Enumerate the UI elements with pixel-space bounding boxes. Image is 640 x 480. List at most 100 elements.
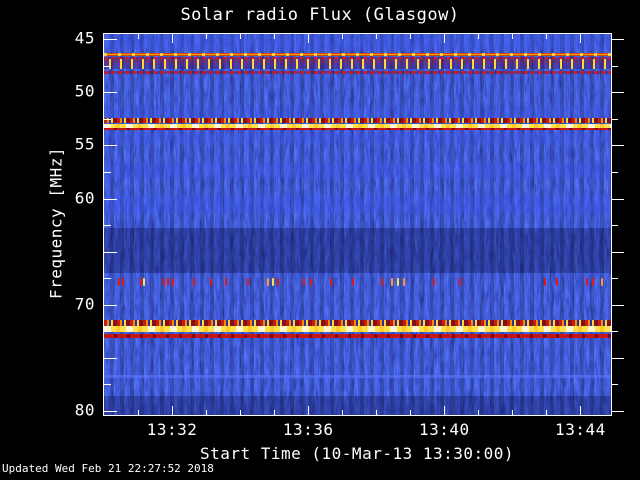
- y-major-tick: [611, 145, 624, 147]
- burst-mark: [276, 277, 279, 287]
- burst-mark: [225, 277, 228, 287]
- y-minor-tick: [611, 225, 618, 226]
- spectrogram-data-layer: [104, 34, 611, 415]
- y-minor-tick: [104, 172, 111, 173]
- burst-mark: [210, 277, 212, 287]
- spectral-band-dark-78.6mhz: [104, 395, 611, 415]
- x-minor-tick: [138, 34, 139, 39]
- burst-mark: [433, 277, 435, 287]
- x-minor-tick: [546, 34, 548, 39]
- y-major-tick: [104, 357, 117, 359]
- spectrogram-noise: [104, 34, 611, 415]
- x-minor-tick: [342, 410, 344, 415]
- burst-mark: [330, 277, 333, 287]
- spectral-band-red-dotted-47.95mhz: [104, 70, 611, 74]
- burst-mark: [586, 277, 589, 287]
- y-tick-label: 55: [74, 134, 95, 154]
- burst-mark: [458, 277, 461, 287]
- burst-mark: [193, 277, 196, 287]
- y-minor-tick: [611, 172, 618, 173]
- burst-mark: [302, 277, 305, 287]
- spectral-band-red-line-53.35mhz: [104, 127, 611, 131]
- spectral-band-orange-line-46.28mhz: [104, 52, 611, 57]
- y-tick-label: 50: [74, 81, 95, 101]
- burst-mark: [391, 277, 393, 287]
- burst-mark: [403, 277, 406, 287]
- x-minor-tick: [478, 34, 480, 39]
- x-minor-tick: [478, 410, 480, 415]
- burst-mark: [397, 277, 399, 287]
- x-minor-tick: [206, 34, 208, 39]
- burst-mark: [380, 277, 383, 287]
- x-minor-tick: [240, 410, 242, 415]
- spectral-band-blue-line-76.6mhz: [104, 374, 611, 379]
- spectral-band-yellow-blips-46.86mhz: [104, 59, 611, 70]
- spectral-band-faint-51.25mhz: [104, 105, 611, 118]
- y-major-tick: [611, 410, 624, 412]
- x-minor-tick: [206, 410, 208, 415]
- spectral-band-speckle-52.45mhz: [104, 118, 611, 124]
- x-minor-tick: [410, 410, 412, 415]
- burst-mark: [122, 277, 125, 287]
- burst-mark: [267, 277, 270, 287]
- x-minor-tick: [274, 34, 276, 39]
- burst-mark: [247, 277, 249, 287]
- y-minor-tick: [611, 278, 618, 280]
- x-major-tick: [172, 406, 174, 415]
- chart-title: Solar radio Flux (Glasgow): [180, 5, 460, 25]
- x-axis-label: Start Time (10-Mar-13 13:30:00): [199, 444, 515, 463]
- x-major-tick: [172, 34, 174, 43]
- x-major-tick: [580, 406, 582, 415]
- burst-mark: [555, 277, 558, 287]
- x-minor-tick: [546, 410, 548, 415]
- x-minor-tick: [274, 410, 276, 415]
- burst-mark: [544, 277, 547, 287]
- y-minor-tick: [104, 384, 111, 386]
- x-minor-tick: [410, 34, 412, 39]
- burst-mark: [140, 277, 142, 287]
- x-tick-label: 13:44: [555, 420, 606, 439]
- y-tick-label: 70: [74, 294, 95, 314]
- y-minor-tick: [104, 278, 111, 280]
- burst-mark: [143, 277, 145, 287]
- y-tick-label: 45: [74, 28, 95, 48]
- y-minor-tick: [611, 331, 618, 333]
- plot-area: [103, 33, 624, 416]
- x-major-tick: [308, 34, 310, 43]
- x-minor-tick: [512, 410, 514, 415]
- y-major-tick: [611, 92, 624, 94]
- y-major-tick: [104, 251, 117, 253]
- x-major-tick: [444, 406, 446, 415]
- y-axis-label: Frequency [MHz]: [46, 147, 66, 299]
- spectral-band-faint-53.85mhz: [104, 133, 611, 143]
- spectral-band-faint-56.6mhz: [104, 162, 611, 179]
- burst-mark: [271, 277, 274, 287]
- x-tick-label: 13:32: [146, 420, 198, 439]
- burst-mark: [118, 277, 121, 287]
- y-tick-label: 80: [74, 400, 95, 420]
- y-major-tick: [611, 198, 624, 200]
- x-tick-label: 13:40: [418, 420, 470, 439]
- burst-mark: [171, 277, 174, 287]
- x-minor-tick: [376, 410, 378, 415]
- y-tick-label: 60: [74, 188, 95, 207]
- y-minor-tick: [611, 384, 618, 386]
- burst-mark: [600, 277, 603, 287]
- x-minor-tick: [240, 34, 242, 39]
- spectral-band-dark-62.8mhz: [104, 228, 611, 273]
- x-major-tick: [580, 34, 582, 43]
- x-minor-tick: [342, 34, 344, 39]
- burst-mark: [162, 277, 165, 287]
- y-minor-tick: [104, 331, 111, 333]
- burst-mark: [351, 277, 354, 287]
- x-minor-tick: [512, 34, 514, 39]
- x-minor-tick: [138, 410, 139, 415]
- spectral-band-speckle-71.45mhz: [104, 320, 611, 326]
- y-minor-tick: [104, 65, 111, 67]
- y-major-tick: [104, 145, 117, 147]
- y-major-tick: [611, 357, 624, 359]
- y-major-tick: [104, 198, 117, 200]
- y-minor-tick: [611, 118, 618, 120]
- spectral-band-red-dotted-46.66mhz: [104, 56, 611, 59]
